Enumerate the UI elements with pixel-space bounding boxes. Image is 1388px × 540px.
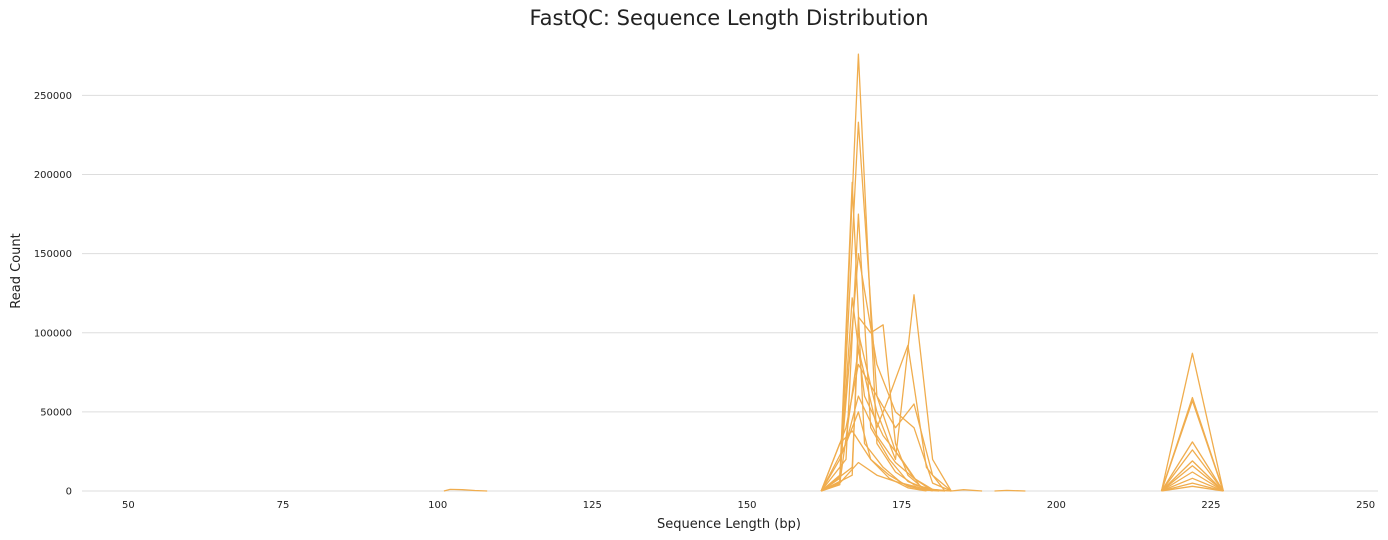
series-line [1160,400,1224,492]
y-tick-label: 150000 [34,249,72,260]
y-tick-label: 200000 [34,170,72,181]
series-line [820,411,946,492]
series-line [820,461,933,492]
x-tick-label: 225 [1201,500,1220,511]
series-line [820,294,952,492]
series-line [994,489,1026,492]
series-line [820,121,952,492]
series-line [443,488,488,492]
x-tick-label: 250 [1356,500,1375,511]
series-line [1160,441,1224,492]
series-lines [443,53,1224,492]
series-line [1161,485,1224,492]
series-line [1161,477,1224,492]
x-tick-label: 150 [737,500,756,511]
x-tick-label: 125 [583,500,602,511]
series-line [951,489,983,492]
series-line [820,344,946,492]
grid-lines [82,94,1378,492]
y-tick-label: 100000 [34,328,72,339]
y-tick-label: 250000 [34,91,72,102]
x-tick-label: 50 [122,500,135,511]
series-line [1161,482,1224,492]
series-line [820,363,952,492]
series-line [820,395,933,492]
y-axis-label: Read Count [9,233,24,308]
x-tick-label: 175 [892,500,911,511]
series-line [1160,352,1224,492]
x-tick-label: 75 [277,500,290,511]
y-tick-label: 0 [66,487,72,498]
y-tick-label: 50000 [40,407,72,418]
series-line [1161,460,1224,492]
x-tick-label: 100 [428,500,447,511]
x-tick-labels: 50 75 100 125 150 175 200 225 250 [122,500,1375,511]
series-line [820,430,927,492]
x-axis-label: Sequence Length (bp) [657,517,801,532]
chart-title: FastQC: Sequence Length Distribution [529,6,929,30]
x-tick-label: 200 [1047,500,1066,511]
series-line [1160,449,1224,492]
series-line [1161,471,1224,492]
series-line [1161,465,1224,492]
y-tick-labels: 0 50000 100000 150000 200000 250000 [34,91,72,498]
